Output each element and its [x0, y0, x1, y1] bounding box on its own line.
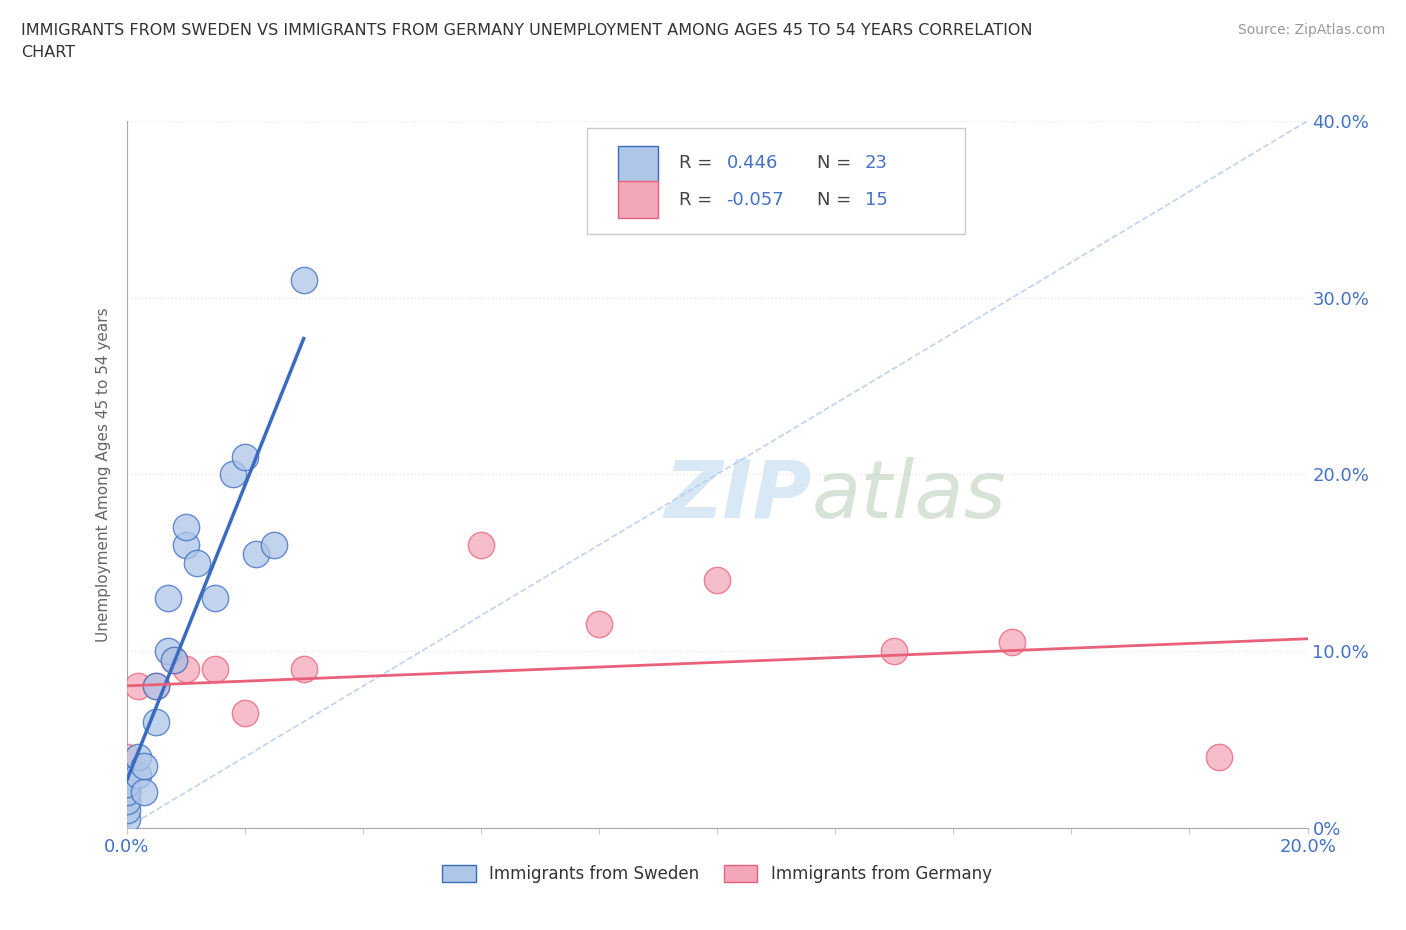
Point — [115, 785, 138, 800]
Text: R =: R = — [679, 191, 718, 209]
Text: atlas: atlas — [811, 457, 1007, 535]
FancyBboxPatch shape — [588, 128, 965, 234]
Point — [115, 750, 138, 764]
Text: 15: 15 — [865, 191, 887, 209]
Text: 0.446: 0.446 — [727, 154, 778, 172]
Legend: Immigrants from Sweden, Immigrants from Germany: Immigrants from Sweden, Immigrants from … — [436, 858, 998, 890]
Point — [115, 776, 138, 790]
Text: IMMIGRANTS FROM SWEDEN VS IMMIGRANTS FROM GERMANY UNEMPLOYMENT AMONG AGES 45 TO : IMMIGRANTS FROM SWEDEN VS IMMIGRANTS FRO… — [21, 23, 1032, 60]
Point — [1001, 634, 1024, 649]
Point — [222, 467, 245, 482]
Point — [233, 449, 256, 464]
Point — [163, 653, 186, 668]
Point — [706, 573, 728, 588]
Point — [127, 679, 149, 694]
Point — [115, 794, 138, 809]
Point — [127, 767, 149, 782]
Text: 23: 23 — [865, 154, 887, 172]
Point — [292, 661, 315, 676]
Point — [145, 679, 167, 694]
Point — [127, 750, 149, 764]
Point — [204, 591, 226, 605]
Point — [174, 538, 197, 552]
Point — [204, 661, 226, 676]
Point — [115, 803, 138, 817]
Point — [1208, 750, 1230, 764]
Point — [145, 714, 167, 729]
Point — [245, 547, 267, 562]
Point — [156, 644, 179, 658]
Point — [263, 538, 285, 552]
Point — [115, 785, 138, 800]
Text: N =: N = — [817, 154, 858, 172]
Text: N =: N = — [817, 191, 858, 209]
Point — [883, 644, 905, 658]
Text: -0.057: -0.057 — [727, 191, 785, 209]
Point — [163, 653, 186, 668]
Point — [134, 759, 156, 774]
FancyBboxPatch shape — [617, 181, 658, 218]
FancyBboxPatch shape — [617, 146, 658, 182]
Text: ZIP: ZIP — [664, 457, 811, 535]
Point — [233, 705, 256, 720]
Text: Source: ZipAtlas.com: Source: ZipAtlas.com — [1237, 23, 1385, 37]
Y-axis label: Unemployment Among Ages 45 to 54 years: Unemployment Among Ages 45 to 54 years — [96, 307, 111, 642]
Point — [186, 555, 208, 570]
Point — [115, 811, 138, 827]
Point — [588, 618, 610, 632]
Point — [174, 661, 197, 676]
Point — [470, 538, 492, 552]
Text: R =: R = — [679, 154, 718, 172]
Point — [174, 520, 197, 535]
Point — [134, 785, 156, 800]
Point — [156, 591, 179, 605]
Point — [145, 679, 167, 694]
Point — [292, 272, 315, 287]
